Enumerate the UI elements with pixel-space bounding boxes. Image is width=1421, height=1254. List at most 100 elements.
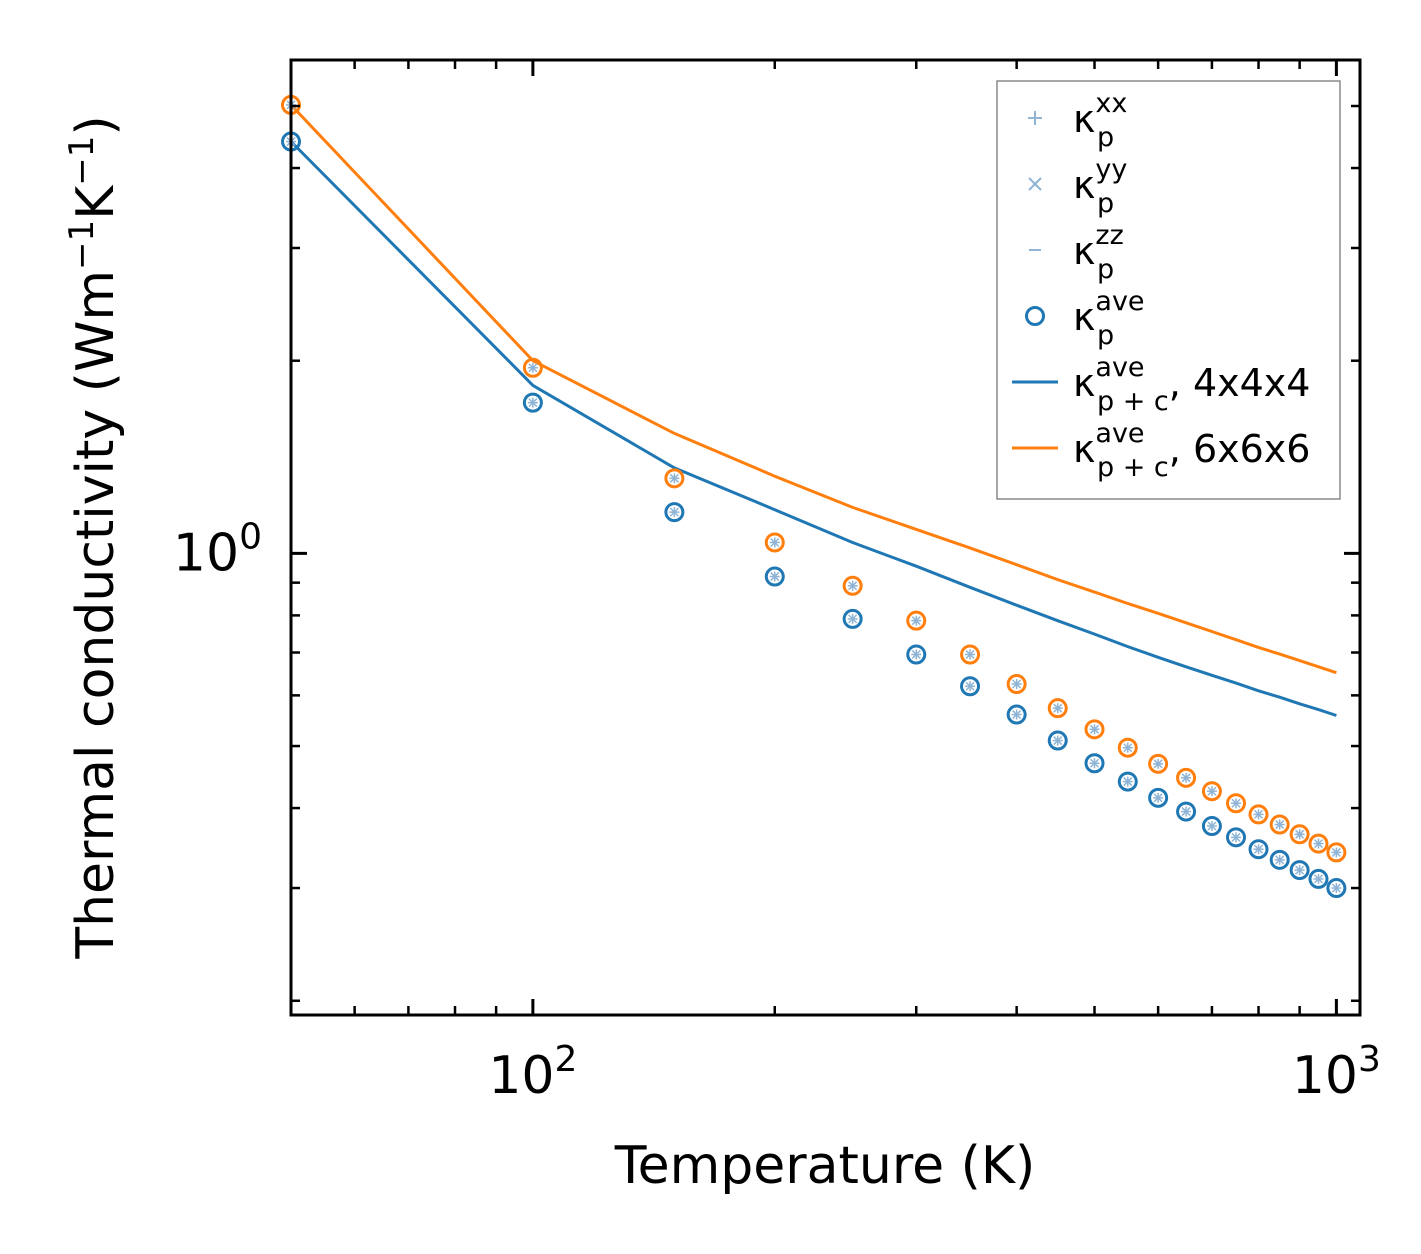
average-marker xyxy=(960,676,981,697)
component-marker xyxy=(965,649,975,660)
component-marker xyxy=(669,473,679,483)
average-marker xyxy=(1117,737,1138,758)
legend-label-sup: ave xyxy=(1095,286,1144,317)
component-marker xyxy=(1012,679,1022,689)
component-marker xyxy=(848,581,858,591)
data-point xyxy=(1084,719,1105,740)
legend-label-sub: p + c xyxy=(1097,386,1169,417)
component-marker xyxy=(1181,773,1191,783)
average-marker xyxy=(1289,860,1310,881)
average-marker xyxy=(1248,839,1269,860)
component-marker xyxy=(1181,807,1191,817)
x-tick-label-exp: 3 xyxy=(1358,1039,1381,1080)
data-point xyxy=(906,610,927,631)
average-marker xyxy=(664,468,685,489)
component-marker xyxy=(1207,821,1217,831)
y-tick-label: 100 xyxy=(173,516,262,583)
data-point xyxy=(906,644,927,665)
component-marker xyxy=(1153,759,1163,769)
legend-label-sup: yy xyxy=(1095,154,1127,185)
legend-label-base: κ xyxy=(1073,361,1095,405)
average-marker xyxy=(1148,787,1169,808)
average-marker xyxy=(1117,771,1138,792)
average-marker xyxy=(522,357,543,378)
data-point xyxy=(1176,767,1197,788)
legend-entry: κzz p xyxy=(1029,220,1124,285)
average-marker xyxy=(1006,674,1027,695)
series-markers xyxy=(281,94,1347,899)
component-marker xyxy=(848,614,858,624)
data-point xyxy=(1248,839,1269,860)
data-point xyxy=(1084,753,1105,774)
average-marker xyxy=(1269,849,1290,870)
x-tick-label: 102 xyxy=(488,1039,577,1106)
data-point xyxy=(1047,730,1068,751)
legend-label-suffix: , 4x4x4 xyxy=(1169,361,1311,405)
x-tick-label: 103 xyxy=(1292,1039,1381,1106)
data-point xyxy=(1176,801,1197,822)
axis-ticks xyxy=(289,60,1360,1015)
legend-label: κave p xyxy=(1073,286,1145,351)
legend-label: κave p + c, 6x6x6 xyxy=(1073,418,1310,483)
legend-box xyxy=(996,80,1341,500)
component-marker xyxy=(1275,855,1285,865)
average-marker xyxy=(1047,698,1068,719)
average-marker xyxy=(960,644,981,665)
data-point xyxy=(522,357,543,378)
average-marker xyxy=(764,532,785,553)
average-marker xyxy=(1226,827,1247,848)
average-marker xyxy=(1201,781,1222,802)
average-marker xyxy=(1226,793,1247,814)
legend-label: κave p + c, 4x4x4 xyxy=(1073,352,1310,417)
data-point xyxy=(960,644,981,665)
series-line xyxy=(289,140,1337,717)
legend-label-sup: xx xyxy=(1095,88,1127,119)
x-axis-label: Temperature (K) xyxy=(614,1136,1036,1196)
legend-entry: κyy p xyxy=(1028,154,1127,219)
average-marker xyxy=(522,392,543,413)
legend-label-sup: ave xyxy=(1095,352,1144,383)
data-point xyxy=(1148,787,1169,808)
component-marker xyxy=(1231,832,1241,842)
average-marker xyxy=(1047,730,1068,751)
component-marker xyxy=(1153,793,1163,803)
component-marker xyxy=(770,572,780,582)
legend-label-sub: p xyxy=(1097,320,1114,351)
component-marker xyxy=(1331,847,1341,857)
average-marker xyxy=(1248,804,1269,825)
component-marker xyxy=(1275,820,1285,830)
component-marker xyxy=(1053,736,1063,746)
legend-label-sup: zz xyxy=(1095,220,1123,251)
data-point xyxy=(664,502,685,523)
data-point xyxy=(1308,868,1329,889)
average-marker xyxy=(664,502,685,523)
data-point xyxy=(1269,849,1290,870)
legend-entry: κxx p xyxy=(1028,88,1127,153)
data-point xyxy=(1269,814,1290,835)
average-marker xyxy=(1084,719,1105,740)
average-marker xyxy=(1308,868,1329,889)
average-marker xyxy=(1289,824,1310,845)
data-point xyxy=(1326,878,1347,899)
legend-label: κyy p xyxy=(1073,154,1127,219)
data-point xyxy=(1006,704,1027,725)
data-point xyxy=(1308,833,1329,854)
legend-label-suffix: , 6x6x6 xyxy=(1169,427,1311,471)
data-point xyxy=(1148,753,1169,774)
legend-label-sup: ave xyxy=(1095,418,1144,449)
component-marker xyxy=(911,649,921,660)
legend-entry: κave p + c, 6x6x6 xyxy=(1012,418,1310,483)
data-point xyxy=(842,608,863,629)
legend-label-base: κ xyxy=(1073,97,1095,141)
y-axis-label-exp1: −1 xyxy=(62,220,102,270)
x-tick-label-base: 10 xyxy=(488,1046,554,1106)
data-point xyxy=(1289,860,1310,881)
legend-label-base: κ xyxy=(1073,163,1095,207)
series-line xyxy=(289,103,1337,675)
y-tick-label-base: 10 xyxy=(173,523,239,583)
data-point xyxy=(522,392,543,413)
data-point xyxy=(1289,824,1310,845)
average-marker xyxy=(906,644,927,665)
